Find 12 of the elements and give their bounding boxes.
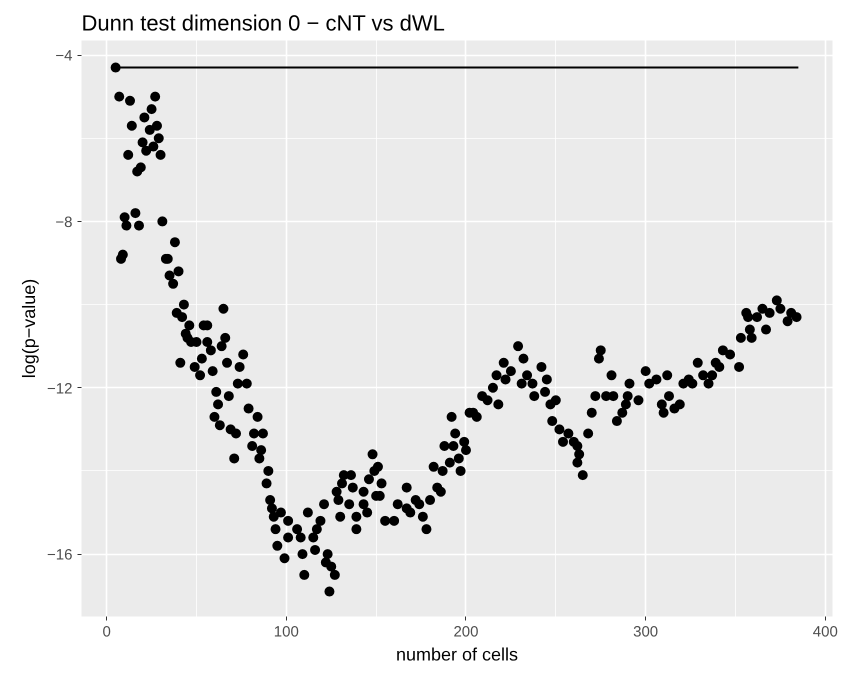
y-axis-title: log(p−value) — [19, 278, 40, 378]
x-tick-label: 100 — [274, 624, 299, 640]
y-tick-label: −12 — [47, 380, 73, 398]
y-tick-label: −8 — [55, 214, 73, 231]
x-tick-label: 400 — [812, 624, 838, 640]
x-tick-label: 200 — [453, 624, 478, 640]
x-axis-title: number of cells — [396, 644, 518, 664]
chart-title: Dunn test dimension 0 − cNT vs dWL — [82, 10, 445, 36]
y-tick-label: −16 — [47, 546, 73, 564]
y-tick-label: −4 — [55, 48, 73, 65]
x-tick-label: 0 — [102, 624, 111, 640]
x-tick-label: 300 — [633, 624, 658, 640]
